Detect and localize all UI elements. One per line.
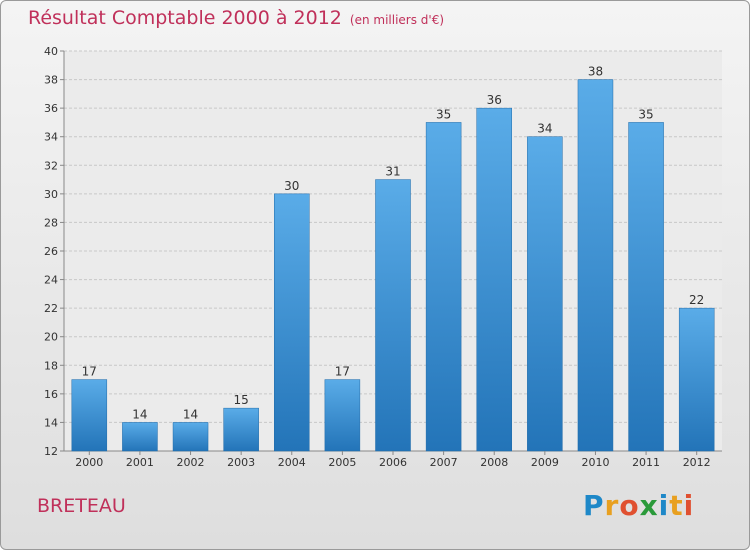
x-tick-label: 2009 — [531, 456, 559, 469]
x-tick-label: 2011 — [632, 456, 660, 469]
y-tick-label: 40 — [44, 45, 58, 58]
x-tick-label: 2003 — [227, 456, 255, 469]
data-label: 15 — [234, 393, 249, 407]
data-label: 36 — [487, 93, 502, 107]
bar — [628, 122, 664, 452]
bar — [425, 122, 462, 452]
data-label: 17 — [335, 365, 350, 379]
x-tick-label: 2007 — [430, 456, 458, 469]
y-tick-label: 26 — [44, 245, 58, 258]
bar — [375, 179, 411, 452]
y-tick-label: 24 — [44, 274, 58, 287]
place-name: BRETEAU — [37, 495, 126, 517]
y-tick-label: 34 — [44, 131, 58, 144]
bar — [274, 193, 310, 452]
y-tick-label: 36 — [44, 102, 58, 115]
chart-title-text: Résultat Comptable 2000 à 2012 — [28, 7, 342, 29]
data-label: 17 — [82, 365, 97, 379]
y-tick-label: 22 — [44, 302, 58, 315]
logo-letter: r — [604, 489, 620, 522]
chart-title: Résultat Comptable 2000 à 2012 (en millie… — [28, 7, 444, 29]
y-tick-label: 12 — [44, 445, 58, 458]
logo-letter: i — [683, 489, 695, 522]
y-tick-label: 38 — [44, 74, 58, 87]
bar — [122, 422, 158, 452]
data-label: 38 — [588, 65, 603, 79]
data-label: 35 — [436, 107, 451, 121]
proxiti-logo: Proxiti — [583, 489, 694, 522]
data-label: 14 — [183, 407, 198, 421]
y-tick-label: 32 — [44, 159, 58, 172]
data-label: 35 — [638, 107, 653, 121]
data-label: 31 — [385, 165, 400, 179]
bar — [71, 379, 108, 452]
logo-letter: x — [639, 489, 659, 522]
y-tick-label: 30 — [44, 188, 58, 201]
data-label: 22 — [689, 293, 704, 307]
bar — [172, 422, 209, 452]
y-tick-label: 18 — [44, 359, 58, 372]
chart-subtitle: (en milliers d'€) — [349, 13, 445, 27]
x-tick-label: 2012 — [683, 456, 711, 469]
bar — [223, 407, 259, 452]
logo-letter: P — [583, 489, 605, 522]
bar — [577, 79, 614, 452]
bar — [678, 307, 715, 452]
x-tick-label: 2005 — [328, 456, 356, 469]
data-label: 14 — [132, 407, 147, 421]
x-tick-label: 2006 — [379, 456, 407, 469]
y-tick-label: 28 — [44, 216, 58, 229]
data-label: 34 — [537, 122, 552, 136]
y-tick-label: 16 — [44, 388, 58, 401]
x-tick-label: 2010 — [581, 456, 609, 469]
x-tick-label: 2000 — [75, 456, 103, 469]
y-tick-label: 20 — [44, 331, 58, 344]
y-tick-label: 14 — [44, 416, 58, 429]
x-tick-label: 2002 — [177, 456, 205, 469]
bar — [527, 136, 563, 452]
bar — [324, 379, 361, 452]
x-tick-label: 2004 — [278, 456, 306, 469]
logo-letter: i — [658, 489, 670, 522]
logo-letter: t — [669, 489, 684, 522]
bar — [476, 107, 512, 452]
x-tick-label: 2008 — [480, 456, 508, 469]
data-label: 30 — [284, 179, 299, 193]
x-tick-label: 2001 — [126, 456, 154, 469]
logo-letter: o — [619, 489, 640, 522]
